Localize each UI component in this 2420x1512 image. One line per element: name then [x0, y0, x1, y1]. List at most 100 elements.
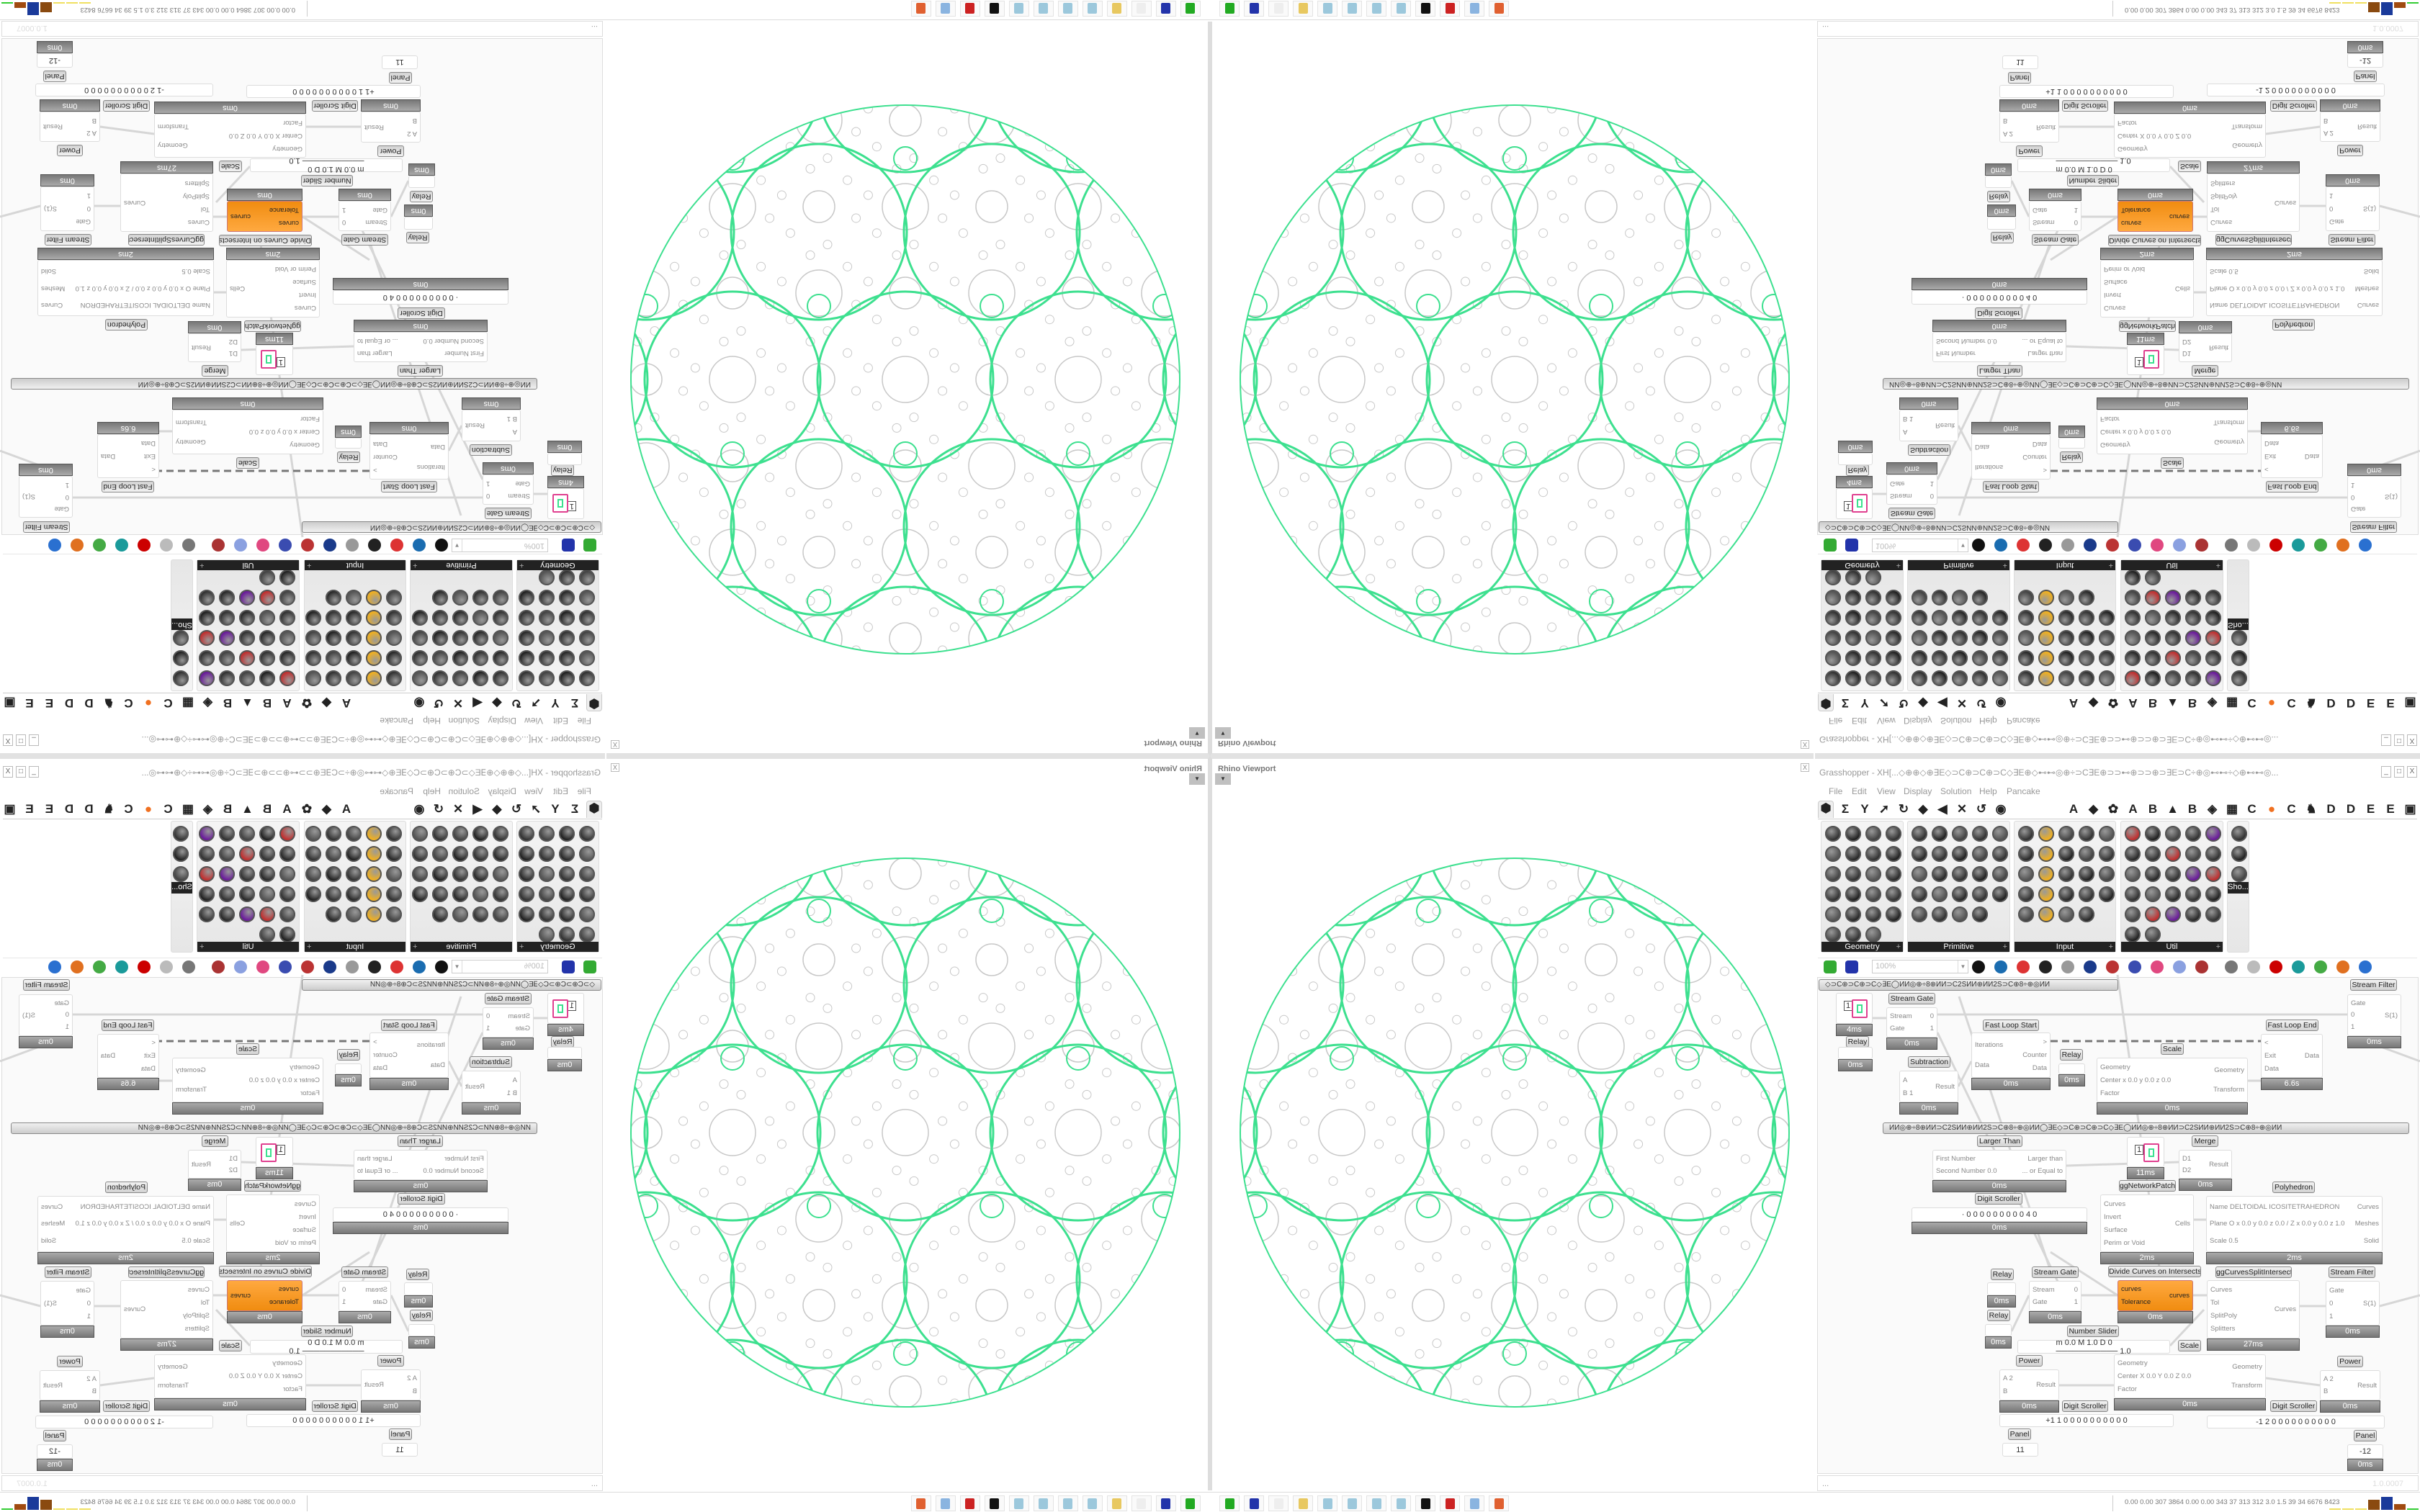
- tab-plugin-icon[interactable]: D: [2346, 802, 2356, 816]
- tab-plugin-icon[interactable]: ✿: [2107, 802, 2119, 816]
- input-param[interactable]: A: [1903, 1076, 1908, 1084]
- input-param[interactable]: Iterations: [1975, 462, 2004, 471]
- input-param[interactable]: Geometry: [272, 144, 302, 153]
- digit-scroller-label[interactable]: Digit Scroller: [312, 100, 358, 112]
- component-icon[interactable]: [1825, 610, 1841, 626]
- input-param[interactable]: SplitPoly: [2210, 1312, 2237, 1320]
- component-icon[interactable]: [432, 846, 448, 862]
- group-bar[interactable]: ◇⊃C⊕⊃C⊕⊃C◇∃E◯ИИ◎⊕÷8⊕ИИ⊃C2SИИ⊕ИИ2S⊃C⊕8÷⊕◎…: [302, 979, 601, 991]
- rhino-icon[interactable]: [1219, 1495, 1240, 1511]
- ggnetworkpatch-component[interactable]: Curves Invert Surface Perim or Void Cells: [2100, 260, 2194, 318]
- chevron-down-icon[interactable]: ▼: [452, 539, 462, 552]
- component-icon[interactable]: [1886, 630, 1901, 646]
- menu-help[interactable]: Help: [423, 716, 441, 726]
- output-param[interactable]: Data: [101, 452, 116, 460]
- tab-plugin-icon[interactable]: D: [64, 802, 74, 816]
- input-param[interactable]: Stream: [2033, 218, 2055, 226]
- ggcurvessplitintersect-component[interactable]: Curves Tol SplitPoly Splitters Curves: [120, 174, 213, 232]
- green-icon[interactable]: [93, 960, 106, 973]
- component-icon[interactable]: [493, 670, 508, 686]
- component-icon[interactable]: [1932, 826, 1948, 842]
- tab-category-icon[interactable]: ◀: [1937, 802, 1948, 816]
- component-icon[interactable]: [305, 630, 321, 646]
- output-param[interactable]: Result: [465, 421, 485, 430]
- tab-category-icon[interactable]: Y: [1860, 802, 1869, 816]
- component-icon[interactable]: [1972, 846, 1988, 862]
- input-param[interactable]: <: [151, 1039, 156, 1048]
- cross-icon[interactable]: [2195, 539, 2208, 552]
- component-icon[interactable]: [493, 610, 508, 626]
- component-icon[interactable]: [472, 590, 488, 606]
- output-param[interactable]: S(1): [2363, 204, 2376, 213]
- component-icon[interactable]: [2185, 866, 2201, 882]
- input-param[interactable]: 0: [86, 204, 91, 213]
- component-icon[interactable]: [2145, 927, 2161, 942]
- bulb-icon[interactable]: [2173, 539, 2186, 552]
- component-icon[interactable]: [2038, 846, 2054, 862]
- notepad-icon[interactable]: [1317, 1, 1337, 17]
- stream-filter-component[interactable]: Gate 0 1 S(1): [19, 994, 73, 1036]
- maximize-button[interactable]: □: [16, 734, 26, 746]
- palette-footer[interactable]: Primitive +: [1908, 560, 2009, 570]
- tab-plugin-icon[interactable]: ▦: [182, 696, 194, 710]
- component-icon[interactable]: [259, 610, 275, 626]
- power-component[interactable]: A 2 B Result: [1999, 1369, 2059, 1400]
- divide-curves-on-intersects-component[interactable]: curves Tolerance curves: [227, 1280, 302, 1311]
- palette-footer[interactable]: Primitive +: [411, 942, 512, 952]
- shader-icon[interactable]: [182, 960, 195, 973]
- scale-component[interactable]: Geometry Center X 0.0 Y 0.0 Z 0.0 Factor Ge…: [2114, 114, 2266, 158]
- calculator-icon[interactable]: [936, 1, 956, 17]
- input-param[interactable]: Invert: [2104, 1212, 2121, 1221]
- component-icon[interactable]: [326, 906, 341, 922]
- green-icon[interactable]: [2314, 960, 2327, 973]
- larger-than-component[interactable]: First Number Second Number 0.0 Larger than…: [1932, 332, 2066, 362]
- component-icon[interactable]: [2205, 866, 2221, 882]
- component-icon[interactable]: [239, 630, 255, 646]
- input-param[interactable]: D1: [2182, 1154, 2192, 1163]
- input-param[interactable]: Factor: [2100, 1089, 2120, 1097]
- zoom-combobox[interactable]: 100% ▼: [452, 539, 548, 552]
- input-param[interactable]: Center x 0.0 y 0.0 z 0.0: [2100, 428, 2172, 436]
- output-param[interactable]: Meshes: [2354, 284, 2379, 292]
- component-icon[interactable]: [259, 570, 275, 585]
- folder-icon[interactable]: [1293, 1495, 1313, 1511]
- input-param[interactable]: Scale 0.5: [2210, 267, 2238, 276]
- scale-label[interactable]: Scale: [236, 1043, 259, 1055]
- component-icon[interactable]: [579, 650, 595, 666]
- polyhedron-label[interactable]: Polyhedron: [2272, 319, 2315, 330]
- bake-icon[interactable]: [368, 960, 381, 973]
- bulb-icon[interactable]: [2173, 960, 2186, 973]
- tab-plugin-icon[interactable]: D: [84, 696, 94, 710]
- input-param[interactable]: Tolerance: [2121, 1297, 2151, 1306]
- input-param[interactable]: Tolerance: [269, 1297, 299, 1306]
- input-param[interactable]: Geometry: [2100, 441, 2130, 449]
- tab-plugin-icon[interactable]: E: [2366, 696, 2375, 710]
- input-param[interactable]: Geometry: [290, 1063, 320, 1071]
- input-param[interactable]: Second Number 0.0: [423, 337, 485, 345]
- component-icon[interactable]: [539, 927, 555, 942]
- component-icon[interactable]: [366, 826, 382, 842]
- stream-gate-label[interactable]: Stream Gate: [485, 508, 532, 519]
- menu-pancake[interactable]: Pancake: [380, 716, 413, 726]
- tab-plugin-icon[interactable]: ✿: [2107, 696, 2119, 710]
- viewport-close-button[interactable]: X: [611, 763, 619, 772]
- component-icon[interactable]: [173, 866, 189, 882]
- component-icon[interactable]: [1886, 826, 1901, 842]
- input-param[interactable]: Geometry: [290, 441, 320, 449]
- polyhedron-label[interactable]: Polyhedron: [2272, 1182, 2315, 1193]
- input-param[interactable]: SplitPoly: [183, 192, 210, 200]
- new-file-icon[interactable]: [583, 539, 596, 552]
- component-icon[interactable]: [1932, 846, 1948, 862]
- tab-plugin-icon[interactable]: ◆: [2088, 802, 2099, 816]
- firefox-icon[interactable]: [1489, 1495, 1509, 1511]
- relay-component[interactable]: [408, 176, 435, 188]
- number-slider-component[interactable]: m 0.0 M 1.0 D 0 ─────────── 1.0: [2017, 157, 2170, 174]
- component-icon[interactable]: [199, 630, 215, 646]
- component-icon[interactable]: [1932, 650, 1948, 666]
- component-icon[interactable]: [519, 826, 534, 842]
- input-param[interactable]: B: [412, 1387, 417, 1395]
- component-icon[interactable]: [219, 826, 235, 842]
- power-label[interactable]: Power: [377, 145, 404, 157]
- scale-label[interactable]: Scale: [219, 161, 242, 172]
- component-icon[interactable]: [1952, 610, 1968, 626]
